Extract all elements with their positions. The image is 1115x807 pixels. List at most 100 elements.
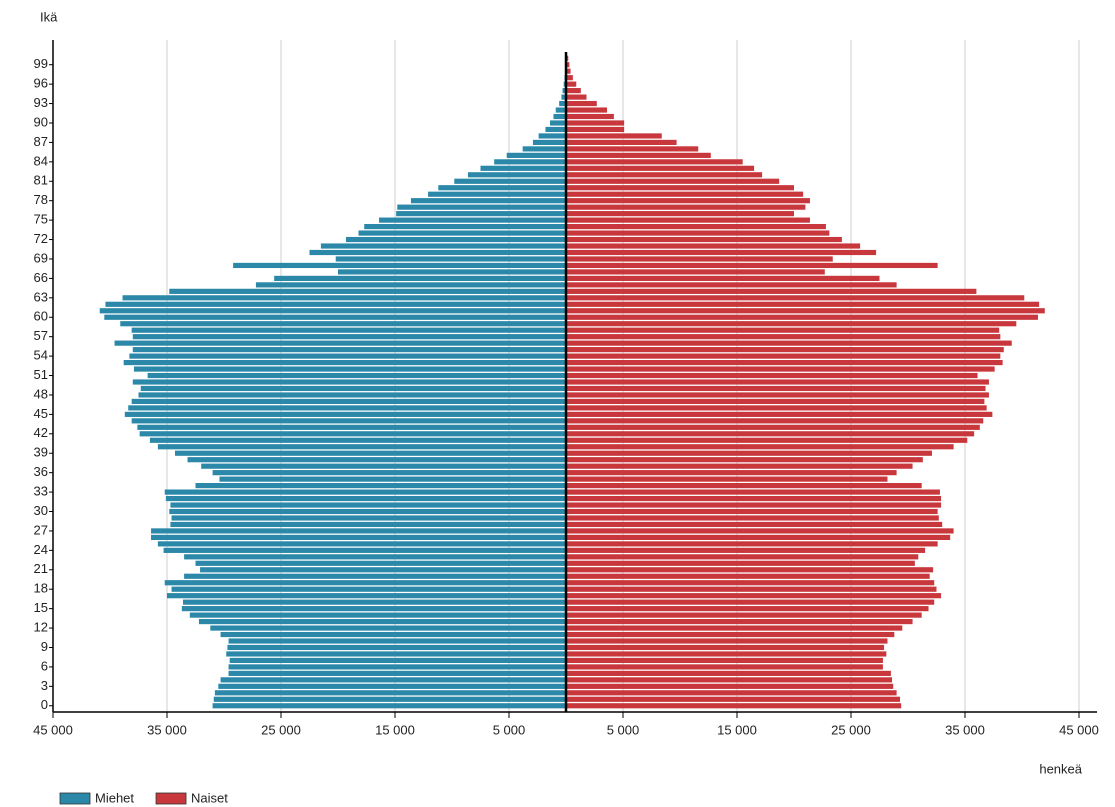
bar	[566, 651, 887, 657]
bar	[566, 314, 1038, 320]
bar	[566, 599, 935, 605]
bar	[566, 457, 923, 463]
y-tick-label: 78	[34, 192, 48, 207]
x-tick-label: 35 000	[147, 722, 187, 737]
bar	[345, 236, 566, 243]
bar	[120, 321, 566, 327]
x-tick-label: 15 000	[717, 722, 757, 737]
bar	[169, 288, 566, 294]
bar	[212, 703, 566, 709]
bar	[274, 275, 566, 281]
bar	[410, 198, 566, 204]
bar	[559, 100, 566, 107]
bar	[566, 683, 894, 689]
bar	[566, 554, 919, 560]
bar	[164, 580, 566, 586]
bar	[201, 463, 566, 469]
bar	[566, 696, 901, 702]
bar	[147, 372, 566, 379]
bar	[566, 541, 938, 547]
bar	[566, 495, 942, 502]
bar	[566, 327, 1000, 333]
bar	[218, 683, 567, 689]
bar	[137, 424, 567, 430]
legend-swatch	[155, 792, 187, 805]
bar	[566, 288, 977, 294]
bar	[397, 204, 566, 210]
bar	[566, 126, 625, 133]
bar	[358, 230, 566, 236]
bar	[338, 269, 566, 275]
bar	[309, 249, 566, 256]
bar	[195, 560, 566, 566]
bar	[139, 431, 566, 437]
bar	[220, 631, 566, 638]
y-tick-label: 12	[34, 619, 48, 634]
y-tick-label: 0	[41, 697, 48, 712]
bar	[566, 476, 888, 482]
y-tick-label: 99	[34, 56, 48, 71]
bar	[233, 262, 566, 269]
bar	[157, 541, 566, 547]
y-tick-label: 48	[34, 386, 48, 401]
bar	[566, 107, 608, 113]
bar	[226, 651, 566, 657]
bar	[566, 521, 943, 528]
legend-label: Miehet	[95, 790, 134, 805]
bar	[566, 133, 662, 139]
y-tick-label: 93	[34, 95, 48, 110]
bar	[174, 450, 567, 456]
y-tick-label: 81	[34, 173, 48, 188]
bar	[181, 606, 566, 612]
bar	[198, 618, 567, 625]
y-tick-label: 72	[34, 231, 48, 246]
bar	[566, 450, 932, 456]
bar	[454, 178, 566, 184]
bar	[228, 638, 566, 644]
bar	[566, 444, 954, 450]
bar	[566, 664, 883, 670]
y-tick-label: 30	[34, 503, 48, 518]
bar	[566, 644, 885, 651]
bar	[131, 398, 566, 405]
bar	[566, 690, 897, 696]
y-tick-label: 54	[34, 348, 48, 363]
bar	[122, 295, 566, 301]
bar	[566, 249, 877, 256]
bar	[566, 243, 861, 249]
bar	[566, 185, 794, 191]
bar	[566, 534, 951, 540]
bar	[124, 411, 566, 417]
bar	[566, 139, 677, 146]
bar	[566, 340, 1012, 346]
bar	[566, 321, 1017, 327]
bar	[566, 230, 830, 236]
bar	[566, 502, 942, 508]
bar	[428, 191, 566, 197]
bar	[566, 120, 625, 126]
bar	[566, 515, 939, 521]
bar	[566, 508, 938, 515]
bar	[566, 262, 938, 269]
bar	[163, 547, 566, 553]
bar	[228, 670, 566, 676]
bar	[566, 560, 915, 566]
bar	[114, 340, 566, 346]
bar	[566, 424, 980, 430]
bar	[228, 664, 566, 670]
bar	[538, 133, 566, 139]
bar	[566, 385, 986, 392]
bar	[165, 495, 567, 502]
bar	[170, 521, 567, 528]
bar	[566, 372, 978, 379]
bar	[227, 644, 567, 651]
y-tick-label: 27	[34, 522, 48, 537]
bar	[184, 573, 566, 579]
bar	[131, 327, 566, 333]
x-tick-label: 45 000	[1059, 722, 1099, 737]
bar	[189, 612, 567, 618]
bar	[438, 185, 566, 191]
bar	[566, 580, 935, 586]
y-tick-label: 33	[34, 484, 48, 499]
